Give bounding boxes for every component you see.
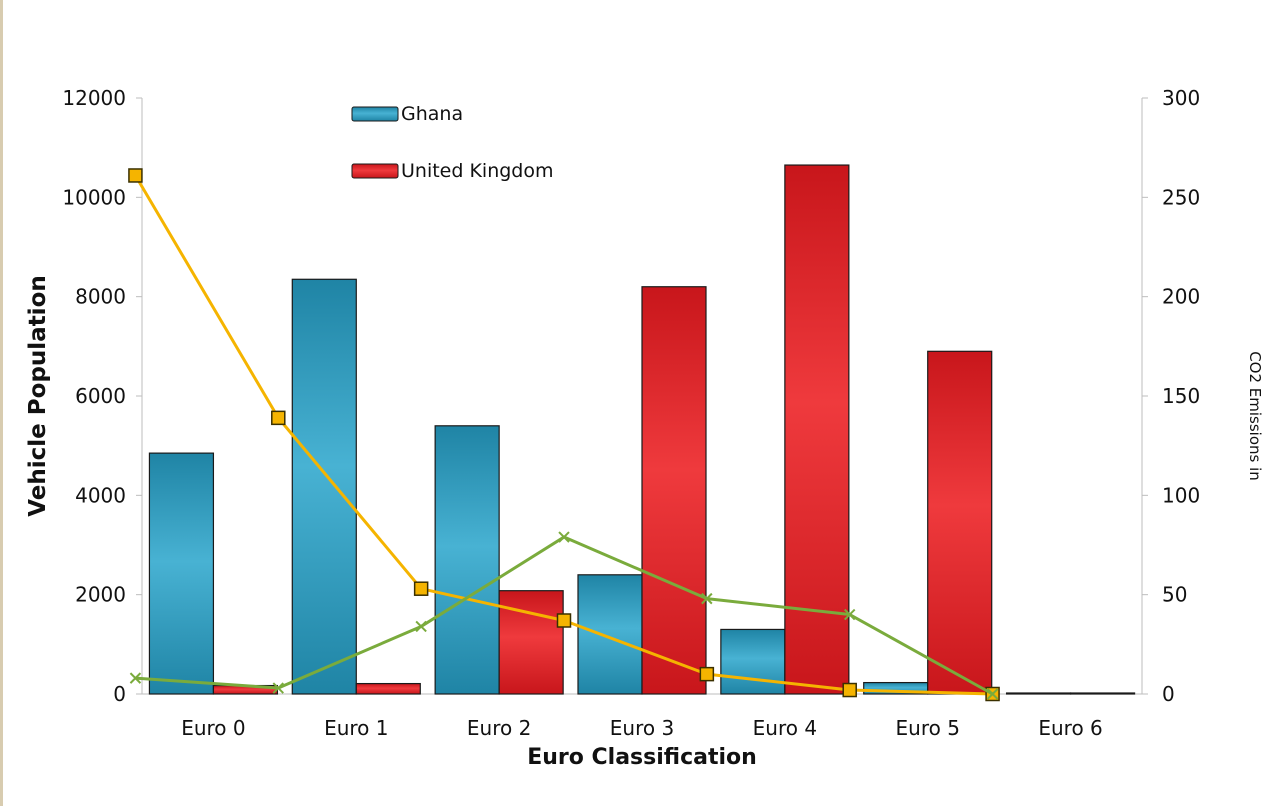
x-tick-label: Euro 5: [896, 716, 960, 740]
y2-tick-label: 150: [1162, 384, 1200, 408]
x-tick-label: Euro 3: [610, 716, 674, 740]
y-axis-title: Vehicle Population: [25, 275, 51, 516]
y2-axis-title: CO2 Emissions in: [1246, 351, 1264, 481]
x-marker: [272, 682, 284, 694]
x-tick-label: Euro 6: [1038, 716, 1102, 740]
y2-tick-label: 250: [1162, 185, 1200, 209]
y2-tick-label: 0: [1162, 682, 1175, 706]
bar-ghana: [434, 425, 500, 695]
bar-united-kingdom: [784, 164, 850, 695]
x-tick-label: Euro 2: [467, 716, 531, 740]
y-tick-label: 4000: [75, 483, 126, 507]
bar-ghana: [577, 574, 643, 695]
bar-united-kingdom: [1069, 692, 1136, 695]
y-tick-label: 8000: [75, 285, 126, 309]
x-marker: [701, 592, 713, 605]
legend-label-united-kingdom: United Kingdom: [401, 160, 554, 182]
y-tick-label: 6000: [75, 384, 126, 408]
x-tick-label: Euro 4: [753, 716, 817, 740]
bar-ghana: [1005, 692, 1072, 695]
legend-swatch-united-kingdom: [351, 163, 399, 179]
bar-united-kingdom: [927, 350, 993, 695]
x-marker: [558, 531, 570, 543]
x-axis-title: Euro Classification: [527, 745, 757, 770]
legend-swatch-ghana: [351, 106, 399, 122]
bar-ghana: [148, 452, 215, 695]
x-tick-label: Euro 0: [181, 716, 245, 740]
bar-united-kingdom: [355, 682, 421, 695]
square-marker: [842, 682, 857, 698]
x-tick-label: Euro 1: [324, 716, 388, 740]
x-marker: [415, 620, 427, 633]
x-marker: [844, 608, 856, 621]
x-marker: [129, 672, 142, 684]
y2-tick-label: 200: [1162, 285, 1200, 309]
slide-edge: [0, 0, 3, 806]
y2-tick-label: 50: [1162, 583, 1187, 607]
bar-united-kingdom: [498, 590, 564, 695]
y-tick-label: 12000: [62, 86, 126, 110]
square-marker: [413, 581, 429, 596]
x-marker: [986, 688, 999, 700]
square-marker: [271, 410, 286, 426]
y-tick-label: 10000: [62, 185, 126, 209]
bar-united-kingdom: [641, 286, 707, 695]
y2-tick-label: 100: [1162, 483, 1200, 507]
legend-label-ghana: Ghana: [401, 103, 463, 125]
bar-ghana: [291, 278, 357, 695]
square-marker: [699, 666, 715, 682]
y2-tick-label: 300: [1162, 86, 1200, 110]
square-marker: [556, 613, 572, 628]
square-marker: [128, 168, 143, 183]
bar-ghana: [720, 628, 786, 695]
y-tick-label: 0: [113, 682, 126, 706]
y-tick-label: 2000: [75, 583, 126, 607]
